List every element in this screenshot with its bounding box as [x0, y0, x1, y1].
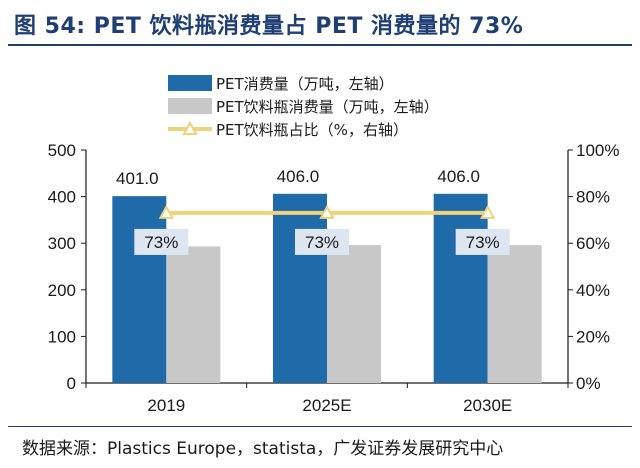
title-divider [8, 44, 632, 46]
right-tick-label: 40% [576, 281, 610, 300]
legend-ratio-marker [182, 120, 198, 135]
bar-data-label: 406.0 [277, 167, 320, 186]
ratio-data-label: 73% [144, 233, 178, 252]
ratio-data-label: 73% [305, 233, 339, 252]
right-tick-label: 20% [576, 327, 610, 346]
left-tick-label: 500 [48, 141, 76, 160]
pet-consumption-bar [273, 193, 327, 383]
legend-swatch-bottle [168, 98, 212, 114]
source-note: 数据来源：Plastics Europe，statista，广发证券发展研究中心 [22, 439, 504, 459]
ratio-label-box [295, 228, 349, 255]
bottle-consumption-bar [327, 245, 381, 383]
legend-label: PET饮料瓶占比（%，右轴） [216, 121, 408, 139]
pet-consumption-bar [433, 193, 488, 383]
top-strip [0, 0, 640, 6]
x-tick-label: 2019 [147, 396, 185, 415]
chart-title: 图 54: PET 饮料瓶消费量占 PET 消费量的 73% [14, 14, 524, 39]
left-tick-label: 0 [67, 374, 76, 393]
ratio-data-label: 73% [466, 233, 500, 252]
legend-label: PET消费量（万吨，左轴） [216, 75, 394, 93]
left-tick-label: 100 [48, 327, 76, 346]
pet-consumption-bar [112, 196, 167, 383]
left-tick-label: 200 [48, 281, 76, 300]
bar-data-label: 406.0 [437, 167, 480, 186]
right-tick-label: 60% [576, 234, 610, 253]
right-tick-label: 0% [576, 374, 601, 393]
left-tick-label: 300 [48, 234, 76, 253]
right-tick-label: 100% [576, 141, 619, 160]
ratio-marker [319, 204, 335, 219]
legend-swatch-pet [168, 75, 212, 91]
bar-data-label: 401.0 [116, 169, 159, 188]
ratio-label-box [455, 228, 510, 255]
x-tick-label: 2030E [463, 396, 512, 415]
source-divider [8, 426, 632, 427]
ratio-marker [158, 204, 175, 219]
bottle-consumption-bar [166, 246, 221, 383]
ratio-marker [479, 204, 496, 219]
bottle-consumption-bar [487, 245, 542, 383]
x-tick-label: 2025E [302, 396, 351, 415]
left-tick-label: 400 [48, 188, 76, 207]
legend-label: PET饮料瓶消费量（万吨，左轴） [216, 98, 439, 116]
right-tick-label: 80% [576, 188, 610, 207]
ratio-label-box [134, 228, 189, 255]
